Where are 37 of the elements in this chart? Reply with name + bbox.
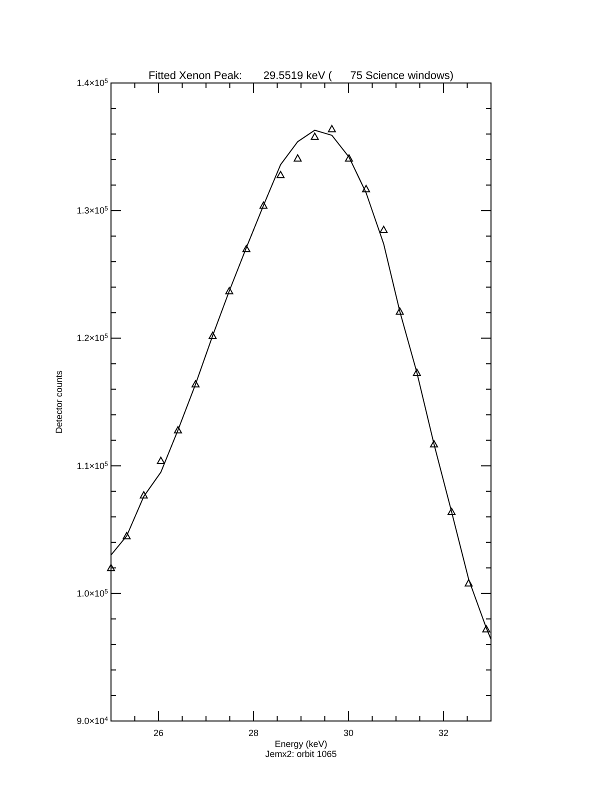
- point: [174, 426, 182, 434]
- point: [276, 170, 285, 178]
- x-axis-title: Energy (keV): [274, 739, 328, 749]
- point: [344, 154, 353, 162]
- point: [412, 368, 421, 376]
- chart-title: Fitted Xenon Peak: 29.5519 keV ( 75 Science windows): [148, 70, 454, 82]
- text: Jemx2: orbit 1065: [265, 749, 337, 759]
- point: [380, 226, 388, 234]
- point: [140, 491, 148, 498]
- x-tick-label: 26: [153, 728, 164, 738]
- point: [482, 625, 490, 632]
- point: [156, 456, 165, 464]
- y-tick-label: 1.2×10$^{5}$: [76, 332, 108, 344]
- y-tick-label: 1.4×10$^{5}$: [76, 78, 108, 88]
- y-axis-title: Detector counts: [54, 370, 64, 434]
- point: [242, 244, 250, 252]
- point: [362, 184, 370, 192]
- point: [192, 380, 200, 388]
- y-tick-label: 9.0×10$^{4}$: [76, 716, 108, 726]
- point: [225, 286, 234, 294]
- point: [259, 201, 268, 209]
- point: [396, 307, 404, 315]
- y-tick-label: 1.1×10$^{5}$: [76, 460, 108, 471]
- point: [310, 132, 319, 140]
- y-tick-label: 1.0×10$^{5}$: [76, 588, 108, 598]
- point: [208, 332, 217, 339]
- point: [430, 440, 438, 448]
- point: [107, 564, 115, 572]
- point: [464, 579, 473, 586]
- point: [294, 154, 302, 162]
- point: [328, 124, 336, 132]
- x-tick-label: 32: [438, 728, 449, 738]
- y-tick-label: 1.3×10$^{5}$: [76, 205, 108, 216]
- x-tick-label: 28: [248, 728, 259, 738]
- point: [448, 508, 456, 516]
- x-tick-label: 30: [343, 728, 354, 738]
- point: [122, 532, 131, 540]
